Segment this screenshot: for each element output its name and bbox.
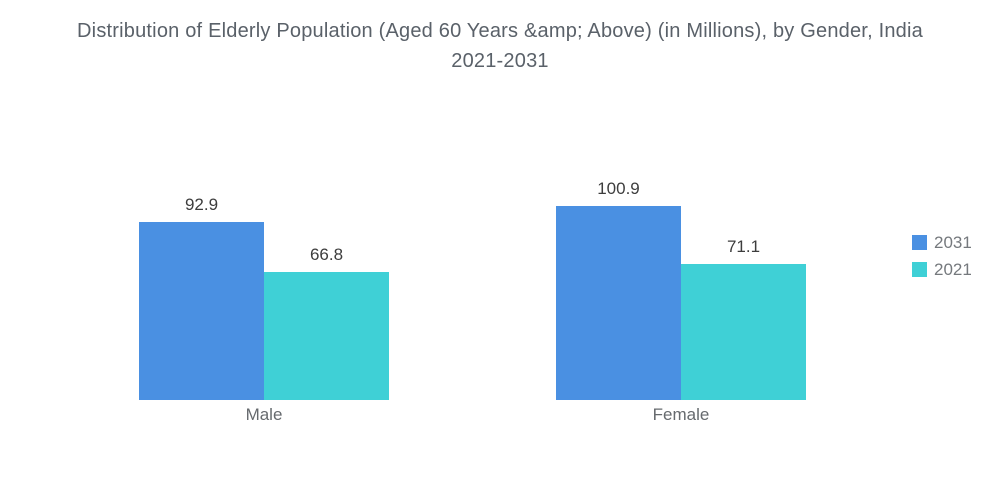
bar-value-label: 100.9 [597, 179, 640, 199]
category-label-male: Male [245, 405, 283, 424]
bar-2021-female [681, 263, 806, 400]
legend-swatch-icon [912, 262, 927, 277]
legend: 2031 2021 [912, 234, 972, 278]
bar-column-2031-male: 92.9 [139, 195, 264, 400]
bar-2031-female [556, 206, 681, 400]
legend-swatch-icon [912, 235, 927, 250]
bar-2031-male [139, 221, 264, 400]
bar-column-2021-male: 66.8 [264, 245, 389, 400]
legend-item-2021: 2021 [912, 261, 972, 278]
bar-2021-male [264, 271, 389, 400]
bar-group-female: 100.9 71.1 Female [556, 160, 806, 425]
bar-column-2031-female: 100.9 [556, 179, 681, 400]
bars-row: 92.9 66.8 [139, 160, 389, 400]
legend-label: 2021 [934, 260, 972, 279]
legend-item-2031: 2031 [912, 234, 972, 251]
category-label-female: Female [652, 405, 710, 424]
bar-value-label: 66.8 [309, 244, 344, 264]
bar-column-2021-female: 71.1 [681, 236, 806, 400]
bar-value-label: 71.1 [726, 236, 761, 256]
bar-value-label: 92.9 [184, 194, 219, 214]
bars-row: 100.9 71.1 [556, 160, 806, 400]
bar-group-male: 92.9 66.8 Male [139, 160, 389, 425]
chart-title: Distribution of Elderly Population (Aged… [77, 20, 923, 72]
legend-label: 2031 [934, 233, 972, 252]
